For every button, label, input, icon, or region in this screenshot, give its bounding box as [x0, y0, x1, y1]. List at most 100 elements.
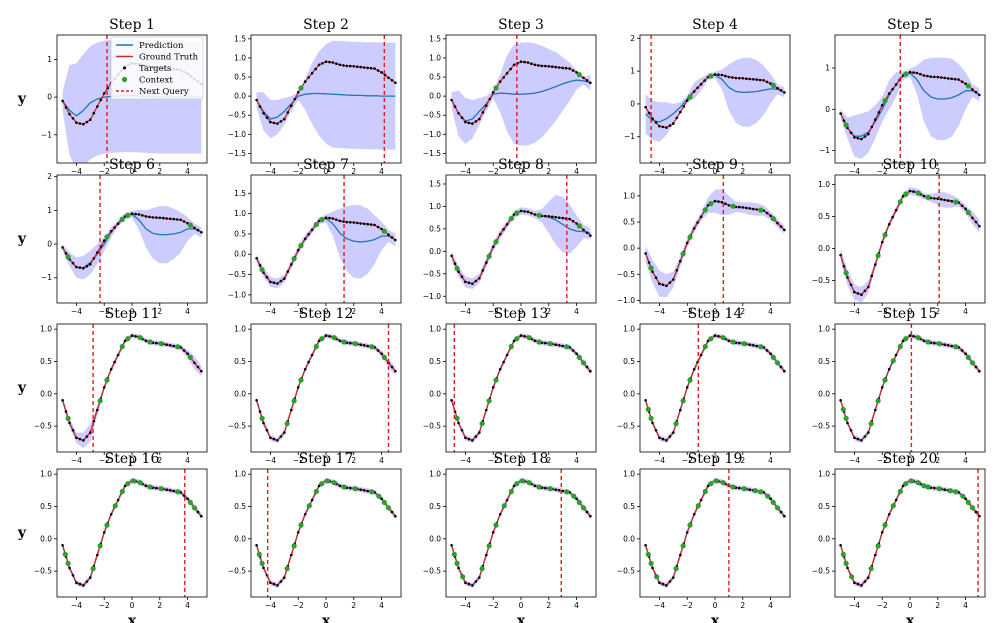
y-tick-label: −1 — [41, 130, 52, 139]
y-tick-label: 0 — [825, 105, 830, 114]
subplot-title: Step 14 — [688, 306, 743, 322]
uncertainty-band — [645, 189, 785, 298]
target-point — [912, 335, 915, 338]
target-point — [978, 369, 981, 373]
y-tick-label: −0.5 — [812, 567, 830, 576]
y-tick-label: −0.5 — [617, 567, 635, 576]
target-point — [589, 514, 592, 518]
context-point — [536, 212, 542, 218]
x-tick-label: −4 — [654, 307, 665, 316]
target-point — [359, 65, 363, 69]
target-point — [943, 76, 946, 80]
x-tick-label: 4 — [185, 456, 190, 465]
target-point — [362, 344, 366, 347]
x-tick-label: 2 — [351, 601, 356, 610]
target-point — [116, 353, 120, 357]
y-tick-label: 0 — [47, 93, 52, 102]
target-point — [585, 79, 589, 82]
target-point — [874, 408, 877, 412]
target-point — [908, 70, 912, 74]
x-tick-label: 2 — [351, 456, 356, 465]
target-point — [974, 220, 978, 224]
y-tick-label: −0.5 — [423, 269, 441, 278]
target-point — [846, 421, 849, 425]
x-tick-label: −2 — [877, 456, 888, 465]
target-point — [502, 228, 505, 231]
target-point — [380, 497, 383, 501]
context-point — [564, 344, 570, 350]
x-axis-label: x — [906, 613, 915, 623]
y-tick-label: 1.0 — [818, 325, 830, 334]
target-point — [846, 566, 849, 570]
target-point — [78, 582, 82, 586]
context-point — [256, 551, 262, 557]
target-point — [193, 361, 196, 365]
target-point — [922, 194, 926, 198]
context-point — [284, 421, 290, 427]
context-points — [65, 335, 193, 421]
context-point — [571, 493, 577, 499]
ground-truth-line — [255, 479, 396, 587]
context-point — [298, 522, 304, 528]
target-point — [165, 343, 168, 347]
context-point — [890, 503, 896, 509]
target-point — [964, 352, 967, 356]
y-tick-label: 1.0 — [429, 53, 441, 62]
target-point — [310, 353, 314, 357]
target-point — [258, 105, 262, 108]
subplot-step-8: Step 8 −4 −2 0 2 4 −1.0 −0.5 0.0 0.5 1.0 1.5 — [423, 157, 597, 316]
plot-area — [61, 324, 203, 452]
target-point — [359, 343, 363, 347]
subplot-title: Step 10 — [883, 157, 938, 173]
target-point — [505, 498, 509, 502]
target-point — [369, 66, 373, 70]
context-point — [493, 85, 499, 91]
context-point — [352, 341, 358, 347]
target-point — [867, 431, 870, 434]
target-point — [751, 207, 755, 211]
ground-truth-line — [839, 190, 980, 296]
context-point — [479, 566, 485, 572]
subplot-step-6: Step 6 −4 −2 0 2 4 −1 0 1 2 y — [17, 157, 208, 316]
target-point — [915, 71, 919, 75]
target-point — [376, 349, 380, 352]
target-point — [571, 220, 575, 223]
target-point — [751, 78, 755, 81]
target-point — [471, 282, 474, 286]
target-point — [779, 89, 783, 92]
target-point — [303, 513, 307, 516]
y-tick-label: 0.5 — [234, 73, 246, 82]
subplot-step-10: Step 10 −4 −2 0 2 4 −0.5 0.0 0.5 1.0 — [812, 157, 986, 316]
target-point — [745, 77, 748, 80]
target-point — [699, 353, 703, 357]
x-tick-label: −2 — [99, 456, 110, 465]
target-point — [679, 259, 682, 263]
target-point — [589, 81, 592, 85]
subplot-step-14: Step 14 −4 −2 0 2 4 −0.5 0.0 0.5 1.0 — [617, 306, 791, 465]
target-point — [874, 118, 877, 121]
context-point — [284, 566, 290, 572]
subplot-title: Step 11 — [105, 306, 160, 322]
target-point — [89, 576, 92, 579]
target-point — [165, 488, 168, 492]
y-tick-label: −1.0 — [228, 130, 246, 139]
y-tick-label: 1 — [47, 206, 52, 215]
target-point — [960, 80, 964, 83]
target-point — [894, 498, 898, 502]
target-point — [96, 105, 99, 108]
context-point — [875, 398, 881, 404]
y-tick-label: 0.5 — [429, 73, 441, 82]
target-point — [658, 282, 661, 286]
target-point — [474, 120, 478, 123]
target-point — [457, 112, 460, 115]
target-point — [547, 65, 551, 68]
target-point — [92, 257, 96, 260]
uncertainty-band — [840, 187, 980, 303]
target-point — [324, 334, 328, 337]
target-point — [644, 399, 647, 402]
y-tick-label: 1.0 — [818, 180, 830, 189]
context-points — [454, 210, 582, 271]
target-point — [317, 63, 321, 67]
context-point — [770, 499, 776, 505]
x-tick-label: −4 — [654, 601, 665, 610]
